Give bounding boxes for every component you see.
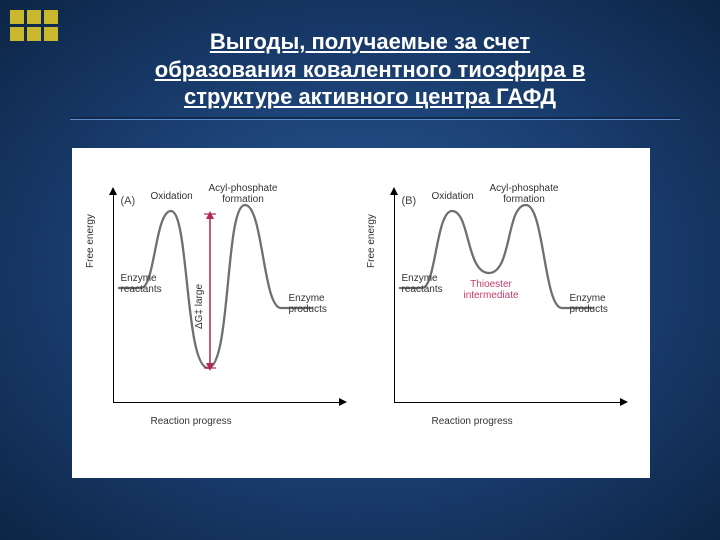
panel-b-xlabel: Reaction progress <box>432 416 513 427</box>
title-underline <box>70 117 680 120</box>
panel-b-peak2: Acyl-phosphate formation <box>490 183 559 205</box>
panel-a-xlabel: Reaction progress <box>151 416 232 427</box>
panel-a-products: Enzyme products <box>289 293 327 315</box>
panel-a-reactants: Enzyme reactants <box>121 273 162 295</box>
chart-container: (A) Free energy Reaction progress Oxidat… <box>72 148 650 478</box>
panel-a-peak1: Oxidation <box>151 191 193 202</box>
panel-b-reactants: Enzyme reactants <box>402 273 443 295</box>
title-line-2: образования ковалентного тиоэфира в <box>155 57 585 82</box>
panel-a-deltaG-arrow <box>204 211 216 371</box>
panel-a-peak2: Acyl-phosphate formation <box>209 183 278 205</box>
panel-b-products: Enzyme products <box>570 293 608 315</box>
panel-b-peak1: Oxidation <box>432 191 474 202</box>
panel-b: (B) Free energy Reaction progress Oxidat… <box>372 173 632 453</box>
panel-a-ylabel: Free energy <box>85 214 96 268</box>
title-line-3: структуре активного центра ГАФД <box>184 84 556 109</box>
panel-a-deltaG-label: ΔG‡ large <box>194 283 205 328</box>
panel-b-intermediate: Thioester intermediate <box>464 279 519 301</box>
panel-a: (A) Free energy Reaction progress Oxidat… <box>91 173 351 453</box>
title-line-1: Выгоды, получаемые за счет <box>210 29 530 54</box>
decorative-squares <box>10 10 58 41</box>
slide-title: Выгоды, получаемые за счет образования к… <box>0 0 720 115</box>
panel-b-ylabel: Free energy <box>366 214 377 268</box>
